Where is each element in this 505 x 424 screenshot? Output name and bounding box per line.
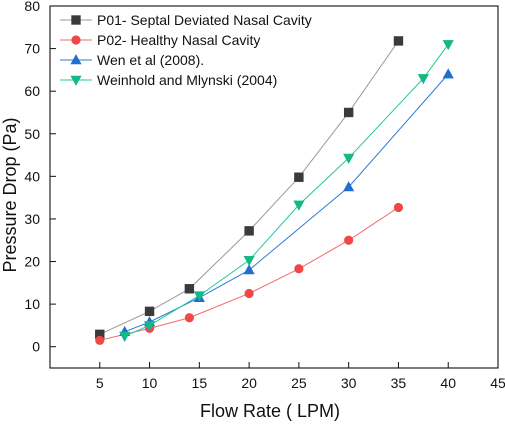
- data-point: [184, 284, 195, 294]
- data-point: [393, 36, 404, 46]
- legend: P01- Septal Deviated Nasal Cavity P02- He…: [60, 12, 312, 88]
- series-line: [124, 44, 449, 337]
- data-point: [293, 200, 305, 211]
- x-axis-label: Flow Rate ( LPM): [200, 401, 340, 421]
- y-axis: 0 10 20 30 40 50 60 70 80: [24, 0, 56, 355]
- data-point: [417, 74, 429, 85]
- x-tick-label: 40: [440, 375, 456, 391]
- x-tick-label: 25: [291, 375, 307, 391]
- y-tick-label: 40: [24, 168, 40, 184]
- x-axis: 5 10 15 20 25 30 35 40 45: [96, 362, 505, 391]
- data-point: [294, 172, 304, 182]
- y-axis-label: Pressure Drop (Pa): [0, 117, 20, 272]
- legend-item: P01- Septal Deviated Nasal Cavity: [60, 12, 312, 28]
- data-point: [343, 107, 354, 118]
- x-tick-label: 20: [241, 375, 257, 391]
- x-tick-label: 30: [341, 375, 357, 391]
- series-4: [119, 40, 454, 342]
- y-tick-label: 70: [24, 41, 40, 57]
- series-line: [124, 73, 449, 333]
- data-point: [344, 235, 354, 245]
- y-tick-label: 20: [24, 254, 40, 270]
- y-tick-label: 50: [24, 126, 40, 142]
- y-tick-label: 10: [24, 296, 40, 312]
- y-tick-label: 30: [24, 211, 40, 227]
- data-point: [143, 321, 156, 332]
- data-point: [343, 153, 355, 164]
- legend-label: Weinhold and Mlynski (2004): [97, 72, 277, 88]
- legend-label: Wen et al (2008).: [97, 52, 204, 68]
- x-tick-label: 15: [192, 375, 208, 391]
- data-point: [244, 288, 254, 299]
- plot-frame: [49, 5, 499, 369]
- data-point: [243, 255, 255, 267]
- legend-marker: [71, 15, 81, 25]
- data-point: [243, 264, 255, 275]
- y-tick-label: 60: [24, 83, 40, 99]
- data-point: [244, 226, 254, 236]
- data-point: [393, 202, 404, 213]
- series-3: [119, 68, 454, 337]
- y-tick-label: 80: [24, 0, 40, 14]
- data-point: [144, 306, 155, 317]
- x-tick-label: 10: [142, 375, 158, 391]
- legend-item: Weinhold and Mlynski (2004): [60, 72, 277, 88]
- legend-item: P02- Healthy Nasal Cavity: [60, 32, 260, 48]
- data-point: [95, 335, 105, 345]
- legend-marker: [70, 54, 82, 65]
- legend-label: P01- Septal Deviated Nasal Cavity: [97, 12, 312, 28]
- legend-label: P02- Healthy Nasal Cavity: [97, 32, 260, 48]
- legend-marker: [71, 35, 81, 45]
- data-point: [119, 331, 131, 342]
- legend-item: Wen et al (2008).: [60, 52, 204, 68]
- data-point: [294, 264, 304, 274]
- legend-marker: [70, 75, 82, 86]
- y-tick-label: 0: [32, 339, 40, 355]
- x-tick-label: 5: [96, 375, 104, 391]
- series-1: [95, 36, 404, 340]
- series-layer: [95, 36, 454, 345]
- data-point: [442, 68, 454, 79]
- data-point: [442, 40, 454, 51]
- x-tick-label: 45: [490, 375, 505, 391]
- data-point: [343, 181, 355, 192]
- x-tick-label: 35: [391, 375, 407, 391]
- data-point: [184, 313, 194, 323]
- plot-border: [49, 5, 499, 369]
- data-point: [193, 291, 205, 302]
